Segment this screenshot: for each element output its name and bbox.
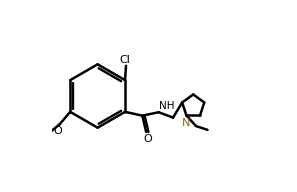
Text: NH: NH xyxy=(159,101,175,111)
Text: O: O xyxy=(143,134,152,144)
Text: Cl: Cl xyxy=(120,55,130,65)
Text: N: N xyxy=(182,118,191,128)
Text: O: O xyxy=(54,126,62,136)
